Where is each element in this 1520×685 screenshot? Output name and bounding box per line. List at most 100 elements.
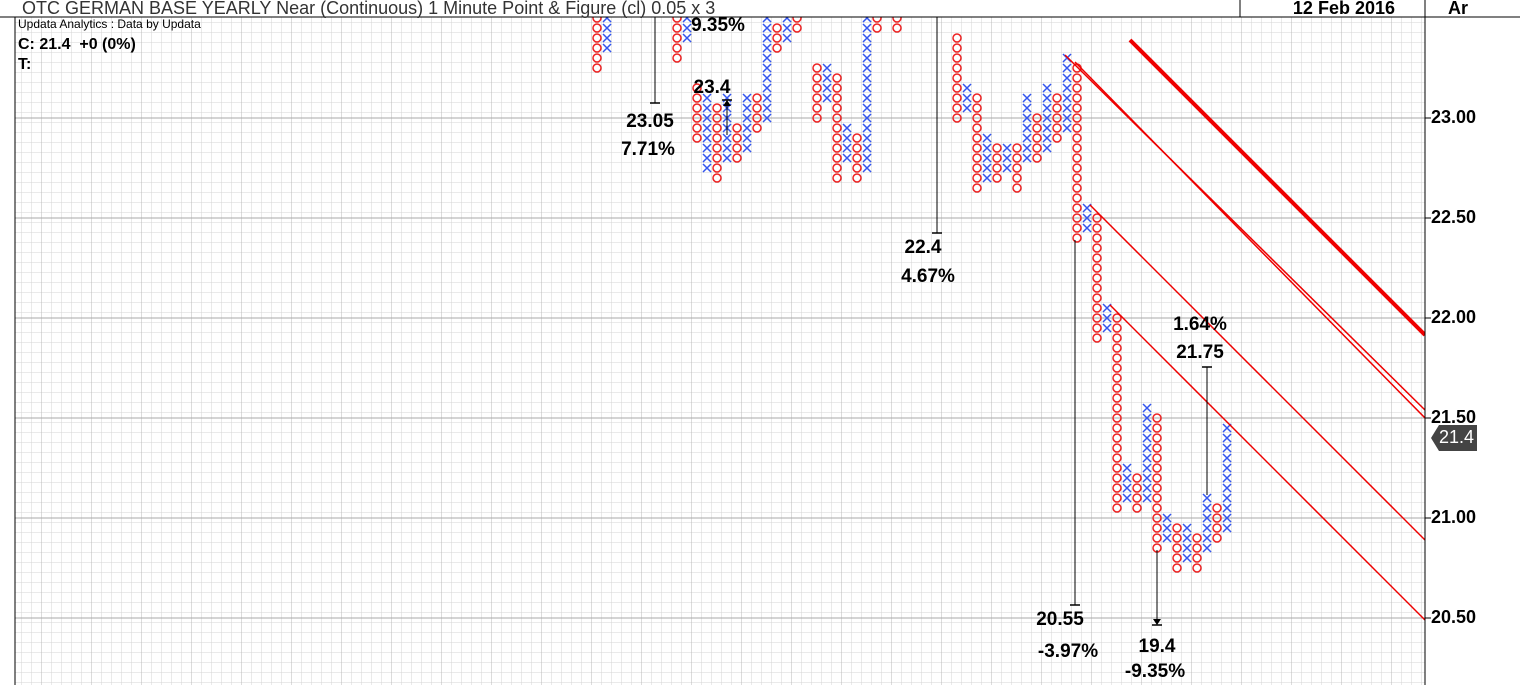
o-box [692,83,702,93]
o-box [1072,133,1082,143]
o-box [1112,323,1122,333]
o-box [1112,423,1122,433]
y-tick-label: 21.50 [1431,407,1476,427]
x-column [1122,463,1132,503]
x-box [762,63,772,73]
y-tick-label: 23.00 [1431,107,1476,127]
source: Updata Analytics : Data by Updata [18,17,201,31]
o-box [972,133,982,143]
x-box [1162,513,1172,523]
o-box [1032,123,1042,133]
o-box [1012,173,1022,183]
o-column [1132,473,1142,513]
x-box [862,83,872,93]
o-box [952,33,962,43]
x-column [1162,513,1172,543]
o-box [1092,213,1102,223]
o-box [952,103,962,113]
x-box [962,93,972,103]
o-column [592,17,602,73]
o-box [952,53,962,63]
o-column [1192,533,1202,573]
x-box [1022,133,1032,143]
major-grid [15,17,1425,685]
x-box [1142,443,1152,453]
trend-line [1074,61,1425,419]
header-bar [0,0,1520,17]
chart-title: OTC GERMAN BASE YEARLY Near (Continuous)… [22,0,715,18]
o-box [752,103,762,113]
arrow [723,100,731,106]
x-box [1082,213,1092,223]
o-box [1132,503,1142,513]
x-box [822,63,832,73]
x-box [1142,493,1152,503]
trend-line [1128,38,1425,337]
x-box [1122,483,1132,493]
o-box [1072,203,1082,213]
o-box [1112,473,1122,483]
x-box [702,93,712,103]
x-box [862,17,872,23]
o-box [1072,93,1082,103]
o-box [1132,473,1142,483]
o-box [1152,453,1162,463]
x-column [822,63,832,103]
o-box [892,17,902,23]
x-box [702,103,712,113]
o-box [752,113,762,123]
arrow [1153,619,1161,625]
x-box [742,93,752,103]
x-column [782,17,792,43]
x-box [762,113,772,123]
x-box [722,133,732,143]
o-box [1132,493,1142,503]
x-column [1062,53,1072,133]
annotation-change: 4.67% [901,266,955,287]
x-box [1042,113,1052,123]
x-box [1222,443,1232,453]
o-box [1072,223,1082,233]
o-box [1212,523,1222,533]
x-box [702,163,712,173]
o-box [1032,133,1042,143]
o-column [1032,113,1042,163]
x-box [602,23,612,33]
o-box [1052,133,1062,143]
o-column [812,63,822,123]
x-box [782,23,792,33]
x-box [1142,453,1152,463]
x-column [1082,203,1092,233]
x-box [1062,123,1072,133]
o-box [1072,113,1082,123]
o-column [692,83,702,143]
o-box [1172,533,1182,543]
x-box [722,153,732,163]
o-box [1152,413,1162,423]
o-box [1072,213,1082,223]
x-box [722,143,732,153]
o-box [792,17,802,23]
o-box [1112,333,1122,343]
o-box [812,63,822,73]
x-box [1222,453,1232,463]
o-box [832,103,842,113]
o-box [1072,153,1082,163]
o-box [1092,333,1102,343]
price-flag [1431,425,1477,451]
o-box [1072,193,1082,203]
o-box [812,83,822,93]
x-column [742,93,752,153]
y-tick-label: 22.50 [1431,207,1476,227]
o-box [812,93,822,103]
o-box [852,173,862,183]
x-box [1062,83,1072,93]
o-column [712,103,722,183]
o-box [1092,283,1102,293]
x-column [1142,403,1152,503]
y-tick-label: 21.00 [1431,507,1476,527]
x-box [1182,543,1192,553]
o-box [592,53,602,63]
o-box [592,17,602,23]
o-box [952,83,962,93]
